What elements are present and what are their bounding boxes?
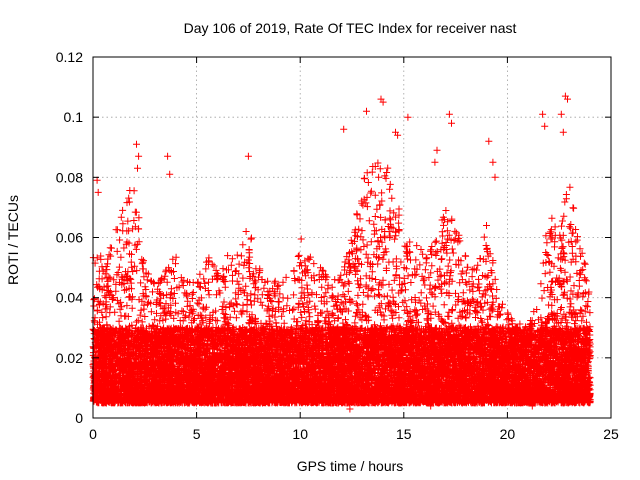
x-tick-label: 25 <box>603 426 619 442</box>
x-axis-title: GPS time / hours <box>297 458 404 474</box>
y-tick-label: 0 <box>75 410 83 426</box>
x-tick-label: 15 <box>396 426 412 442</box>
y-axis-title: ROTI / TECUs <box>5 195 21 285</box>
y-tick-labels: 0 0.02 0.04 0.06 0.08 0.1 0.12 <box>56 49 83 426</box>
axis-ticks <box>92 56 612 419</box>
y-tick-label: 0.04 <box>56 290 83 306</box>
data-points <box>89 92 594 413</box>
x-tick-labels: 0 5 10 15 20 25 <box>89 426 619 442</box>
y-tick-label: 0.1 <box>64 109 84 125</box>
x-tick-label: 10 <box>292 426 308 442</box>
y-tick-label: 0.06 <box>56 230 83 246</box>
chart-title: Day 106 of 2019, Rate Of TEC Index for r… <box>184 20 517 36</box>
x-tick-label: 0 <box>89 426 97 442</box>
y-tick-label: 0.02 <box>56 350 83 366</box>
y-tick-label: 0.12 <box>56 49 83 65</box>
x-tick-label: 5 <box>193 426 201 442</box>
x-tick-label: 20 <box>500 426 516 442</box>
roti-point-markers <box>89 92 594 413</box>
y-tick-label: 0.08 <box>56 169 83 185</box>
